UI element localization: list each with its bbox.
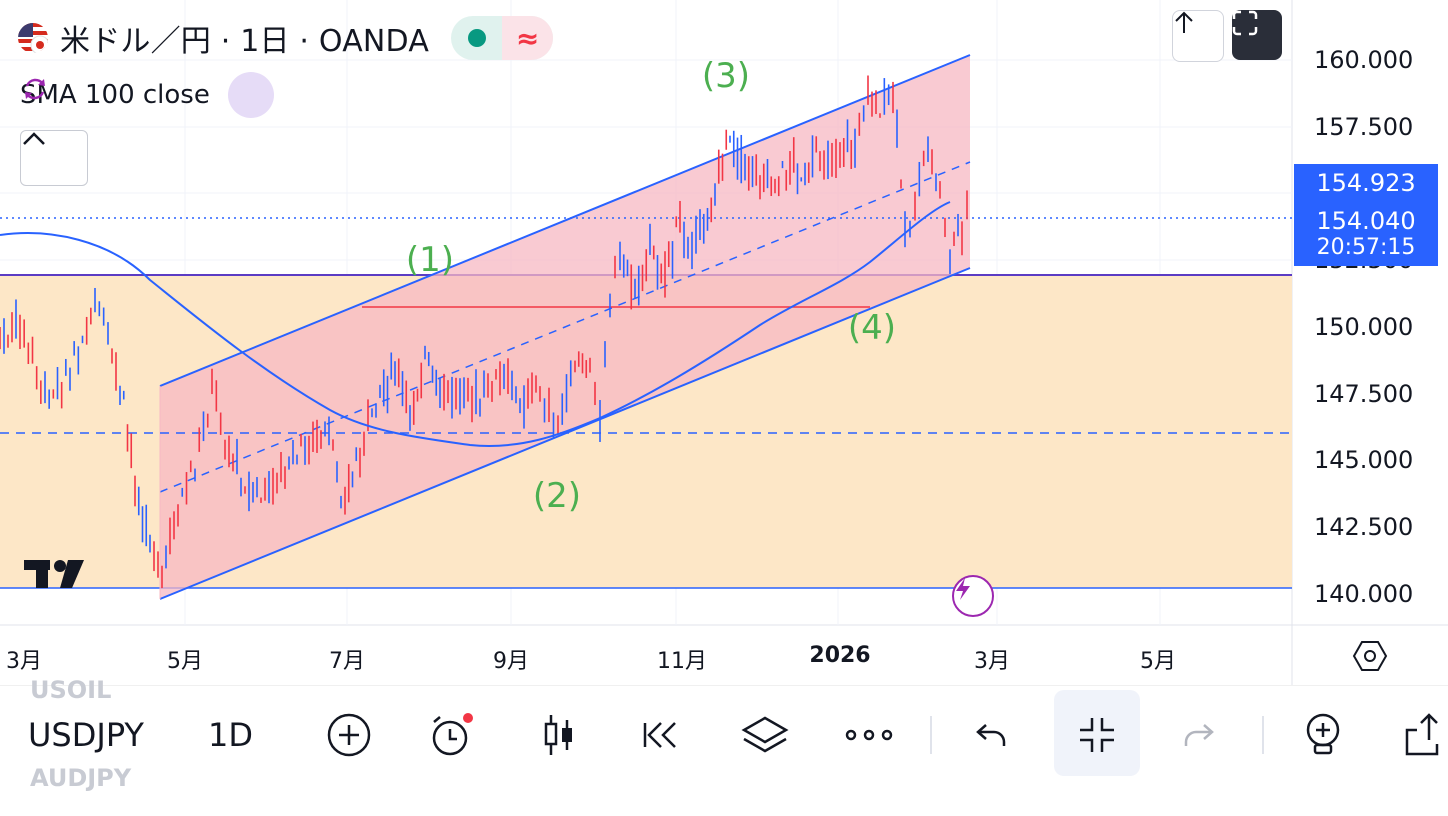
sma-line [0, 201, 951, 447]
current-price: 154.040 [1316, 207, 1416, 235]
scroll-up-button[interactable] [1172, 10, 1224, 62]
more-icon[interactable] [842, 708, 896, 762]
channel-mid-line [159, 161, 971, 493]
delayed-data-icon: ≈ [502, 16, 554, 60]
arrow-up-icon [1175, 11, 1193, 33]
indicator-row[interactable]: SMA 100 close [20, 72, 274, 118]
market-status-pill[interactable]: ≈ [451, 16, 554, 60]
marker-price-tag: 154.923 [1294, 164, 1438, 202]
indicator-refresh-icon[interactable] [25, 72, 274, 118]
current-price-tag: 154.040 20:57:15 [1294, 202, 1438, 266]
undo-icon[interactable] [964, 708, 1018, 762]
symbol-title: 米ドル／円 · 1日 · OANDA [60, 24, 430, 59]
lightning-event-icon[interactable] [952, 575, 994, 617]
bar-countdown: 20:57:15 [1316, 235, 1416, 260]
alert-icon[interactable] [424, 708, 478, 762]
channel-upper-line [159, 54, 971, 387]
time-label: 5月 [1140, 649, 1176, 674]
us-flag-icon [18, 23, 48, 53]
price-label: 147.500 [1314, 380, 1414, 408]
interval-selector[interactable]: 1D [208, 716, 253, 754]
time-label: 9月 [493, 649, 529, 674]
bottom-toolbar: USOIL USDJPY AUDJPY 1D [0, 676, 1448, 816]
add-icon[interactable] [322, 708, 376, 762]
price-label: 142.500 [1314, 513, 1414, 541]
collapse-legend-button[interactable] [20, 130, 88, 186]
candles-icon[interactable] [532, 708, 586, 762]
idea-icon[interactable] [1296, 708, 1350, 762]
toolbar-divider [930, 716, 932, 754]
time-label: 3月 [6, 649, 42, 674]
price-label: 157.500 [1314, 113, 1414, 141]
price-label: 140.000 [1314, 580, 1414, 608]
price-label: 160.000 [1314, 46, 1414, 74]
wave-label-1: (1) [405, 240, 455, 280]
price-label: 150.000 [1314, 313, 1414, 341]
chevron-up-icon [23, 132, 45, 145]
time-label-year: 2026 [809, 643, 871, 668]
time-label: 3月 [974, 649, 1010, 674]
symbol-selector[interactable]: USDJPY [28, 716, 144, 754]
chart-area[interactable]: 米ドル／円 · 1日 · OANDA ≈ SMA 100 close [0, 0, 1448, 685]
wave-label-2: (2) [532, 476, 582, 516]
watchlist-ghost-next: AUDJPY [30, 764, 132, 792]
time-label: 5月 [167, 649, 203, 674]
fullscreen-icon [1232, 10, 1258, 36]
wave-label-4: (4) [847, 308, 897, 348]
market-open-dot-icon [467, 29, 486, 47]
indicator-label: SMA 100 close [20, 80, 210, 110]
fullscreen-button[interactable] [1232, 10, 1282, 60]
replay-icon[interactable] [634, 708, 688, 762]
fullscreen-exit-icon[interactable] [1070, 708, 1124, 762]
market-open-indicator [451, 16, 502, 60]
toolbar-divider [1262, 716, 1264, 754]
fullscreen-exit-button[interactable] [1054, 690, 1140, 776]
time-label: 11月 [657, 649, 707, 674]
price-label: 145.000 [1314, 446, 1414, 474]
time-label: 7月 [329, 649, 365, 674]
wave-label-3: (3) [701, 56, 751, 96]
watchlist-ghost-prev: USOIL [30, 676, 112, 704]
price-chart[interactable] [0, 0, 1448, 685]
redo-icon[interactable] [1172, 708, 1226, 762]
symbol-header[interactable]: 米ドル／円 · 1日 · OANDA ≈ [18, 16, 554, 60]
layers-icon[interactable] [738, 708, 792, 762]
share-icon[interactable] [1394, 708, 1448, 762]
